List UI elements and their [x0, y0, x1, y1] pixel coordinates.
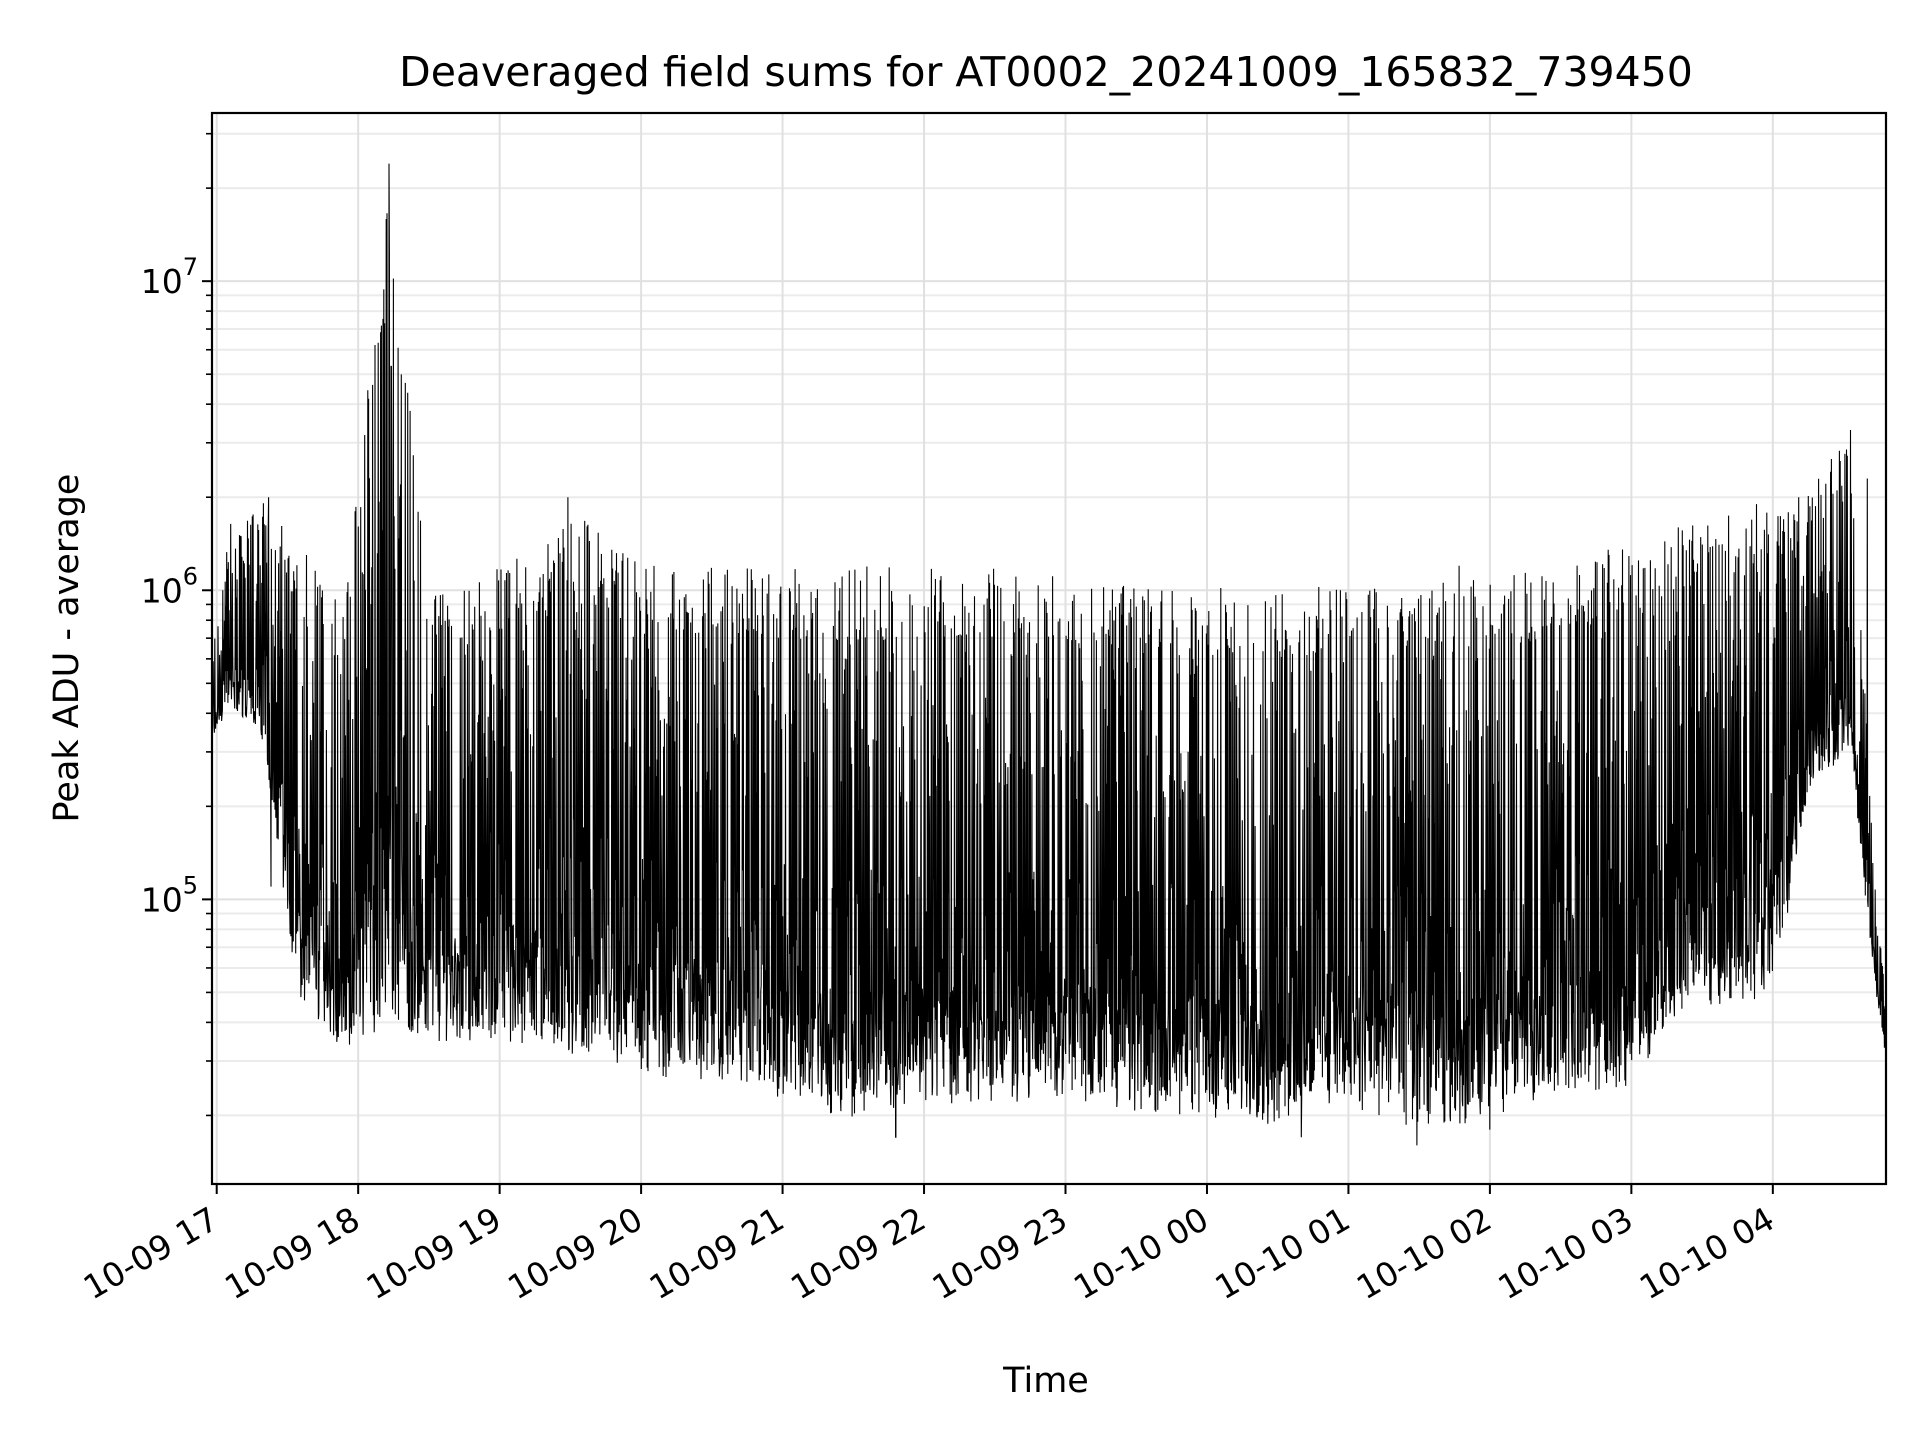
y-axis-label: Peak ADU - average [47, 474, 87, 823]
series-line [211, 163, 1887, 1146]
data-line [211, 163, 1887, 1146]
y-tick-label: 106 [141, 562, 198, 610]
x-axis-label: Time [1002, 1361, 1089, 1401]
plot-frame [210, 111, 1888, 1186]
y-tick-label: 105 [141, 871, 198, 919]
y-tick-label: 107 [141, 253, 198, 301]
y-axis-ticks: 105 106 107 [141, 132, 212, 1117]
chart-title: Deaveraged field sums for AT0002_2024100… [399, 48, 1693, 96]
